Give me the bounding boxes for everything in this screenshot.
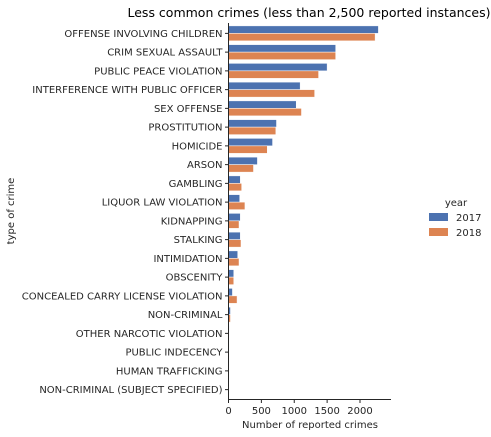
bar-2017-3 [228,81,301,90]
y-tick-label: STALKING [174,235,223,246]
y-tick-label: NON-CRIMINAL [148,310,223,321]
bar-2017-4 [228,100,297,109]
bar-2017-2 [228,63,328,72]
y-tick-label: PROSTITUTION [148,123,222,134]
x-tick-label: 2000 [347,406,372,417]
y-tick-label: OTHER NARCOTIC VIOLATION [76,329,223,340]
legend-title: year [445,198,468,209]
bar-2017-10 [228,213,241,222]
y-tick-label: LIQUOR LAW VIOLATION [102,198,223,209]
y-tick-label: OBSCENITY [166,273,224,284]
y-tick-label: PUBLIC INDECENCY [125,348,223,359]
bar-2017-7 [228,156,258,165]
chart-title: Less common crimes (less than 2,500 repo… [128,5,491,20]
bar-2018-6 [228,145,268,154]
x-tick-label: 0 [225,406,231,417]
bar-2018-5 [228,126,277,135]
bar-2017-14 [228,288,233,297]
legend-swatch-2018 [429,228,448,236]
bars-group [228,25,379,398]
axes-group [228,23,391,400]
y-tick-label: CONCEALED CARRY LICENSE VIOLATION [22,291,223,302]
bar-2018-8 [228,183,242,192]
bar-2017-12 [228,250,238,259]
y-tick-label: GAMBLING [169,179,223,190]
bar-2018-13 [228,276,235,285]
bar-2018-4 [228,108,302,117]
y-tick-label: ARSON [187,160,223,171]
legend: year 2017 2018 [429,198,481,239]
bar-2018-12 [228,258,240,267]
y-tick-label: PUBLIC PEACE VIOLATION [94,66,222,77]
y-tick-label: SEX OFFENSE [154,104,223,115]
bar-2017-13 [228,269,235,278]
y-tick-label: NON-CRIMINAL (SUBJECT SPECIFIED) [39,385,222,396]
bar-2018-0 [228,33,376,42]
bar-2018-9 [228,201,246,210]
bar-2018-1 [228,51,336,60]
bar-2018-7 [228,164,254,173]
y-axis-label: type of crime [6,178,17,245]
x-axis-label: Number of reported crimes [242,420,378,431]
x-tick-label: 1000 [282,406,307,417]
x-tick-label: 1500 [314,406,339,417]
bar-2017-9 [228,194,240,203]
x-tick-labels: 0 500 1000 1500 2000 [225,399,373,417]
bar-2018-11 [228,239,242,248]
y-tick-label: CRIM SEXUAL ASSAULT [107,48,223,59]
y-tick-label: KIDNAPPING [161,216,223,227]
y-tick-label: INTERFERENCE WITH PUBLIC OFFICER [32,85,222,96]
bar-2017-0 [228,25,379,34]
legend-swatch-2017 [429,213,448,221]
bar-2018-3 [228,89,315,98]
bar-2018-14 [228,295,238,304]
bar-2017-5 [228,119,277,128]
legend-label-2018: 2018 [456,228,481,239]
bar-2017-11 [228,231,241,240]
bar-2017-6 [228,138,273,147]
x-tick-label: 500 [252,406,271,417]
y-tick-label: OFFENSE INVOLVING CHILDREN [64,29,222,40]
bar-2018-10 [228,220,240,229]
bar-2017-1 [228,44,336,53]
y-tick-label: HUMAN TRAFFICKING [116,366,223,377]
bar-2018-2 [228,70,319,79]
legend-label-2017: 2017 [456,213,481,224]
y-tick-label: INTIMIDATION [153,254,222,265]
y-tick-label: HOMICIDE [172,141,223,152]
bar-2017-8 [228,175,241,184]
y-tick-labels: OFFENSE INVOLVING CHILDREN CRIM SEXUAL AS… [22,29,229,396]
